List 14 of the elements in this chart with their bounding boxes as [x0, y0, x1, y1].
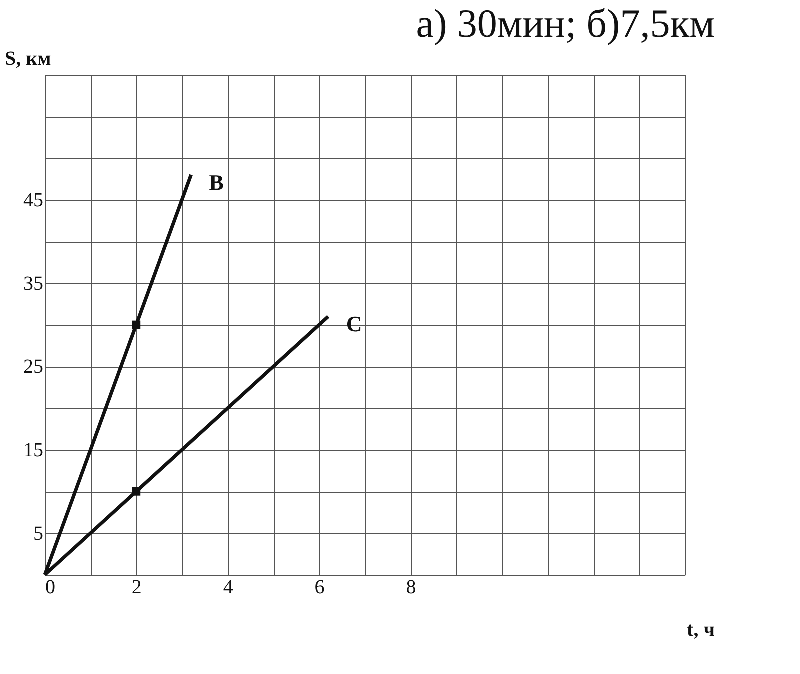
y-axis-title: S, км — [5, 48, 52, 70]
x-tick-label: 2 — [132, 576, 142, 598]
series-label: B — [209, 170, 224, 195]
x-tick-label: 0 — [46, 576, 56, 598]
x-tick-label: 6 — [314, 576, 325, 598]
x-tick-label: 4 — [223, 576, 234, 598]
x-tick-label: 8 — [406, 576, 416, 598]
y-tick-label: 5 — [34, 522, 44, 545]
y-tick-label: 25 — [24, 356, 44, 378]
y-tick-label: 15 — [24, 440, 44, 462]
x-axis-title: t, ч — [687, 619, 715, 641]
chart-title: а) 30мин; б)7,5км — [416, 1, 715, 46]
y-tick-label: 45 — [24, 190, 44, 212]
y-tick-label: 35 — [24, 272, 44, 295]
